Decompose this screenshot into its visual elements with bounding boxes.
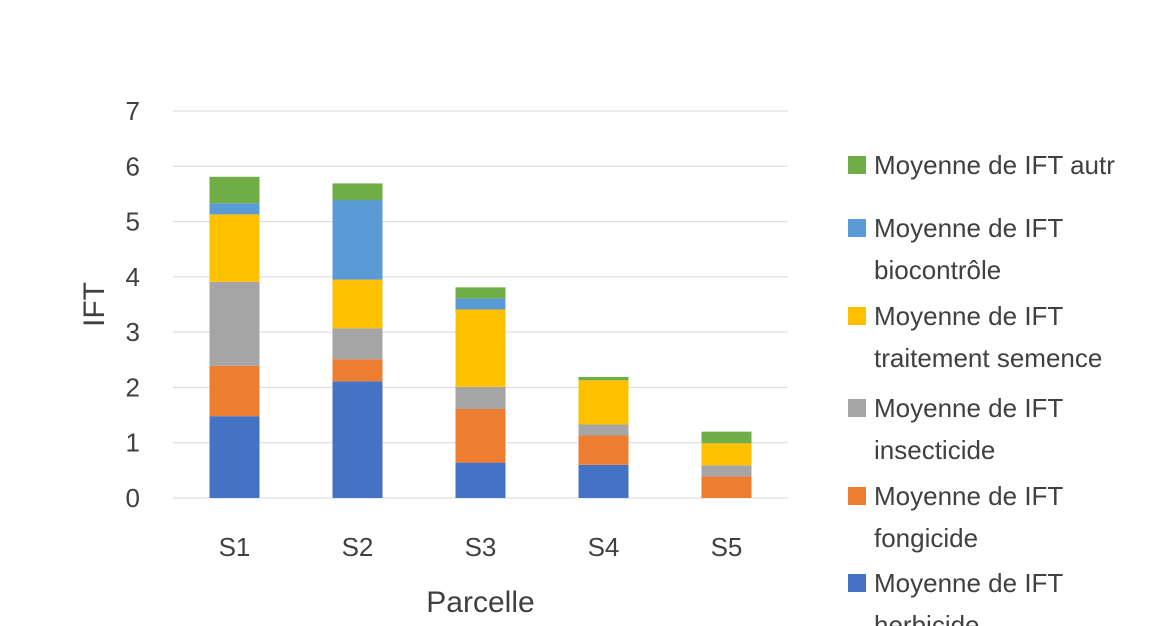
bar-segment-S3-series-0 [455, 462, 506, 498]
bar-segment-S4-series-3 [578, 380, 629, 425]
x-tick-label: S4 [588, 532, 620, 562]
y-tick-label: 2 [126, 372, 140, 402]
legend-item: Moyenne de IFT traitement semence [848, 301, 1102, 373]
bar-segment-S4-series-5 [578, 376, 629, 381]
bar-segment-S4-series-0 [578, 464, 629, 498]
bar-segment-S1-series-0 [209, 416, 260, 498]
y-tick-label: 0 [126, 483, 140, 513]
bar-segment-S2-series-5 [332, 183, 383, 201]
bar-segment-S5-series-2 [701, 465, 752, 477]
bar-segment-S2-series-2 [332, 328, 383, 360]
legend-item: Moyenne de IFT fongicide [848, 481, 1063, 553]
legend-swatch [848, 487, 866, 505]
legend-label: Moyenne de IFT [874, 393, 1063, 423]
y-tick-label: 7 [126, 96, 140, 126]
bar-segment-S1-series-4 [209, 203, 260, 215]
y-tick-label: 5 [126, 207, 140, 237]
bars [209, 176, 752, 498]
legend-label: traitement semence [874, 343, 1102, 373]
legend-item: Moyenne de IFT autr [848, 150, 1115, 180]
bar-segment-S4-series-2 [578, 424, 629, 436]
x-axis-title: Parcelle [426, 586, 534, 619]
legend-item: Moyenne de IFT biocontrôle [848, 213, 1063, 285]
x-tick-label: S3 [465, 532, 497, 562]
bar-segment-S1-series-5 [209, 176, 260, 204]
legend-label: herbicide [874, 610, 980, 626]
bar-segment-S5-series-5 [701, 431, 752, 444]
bar-segment-S2-series-3 [332, 279, 383, 329]
legend-item: Moyenne de IFT herbicide [848, 568, 1063, 626]
legend: Moyenne de IFT autr Moyenne de IFT biocont… [848, 150, 1115, 626]
legend-swatch [848, 156, 866, 174]
legend-label: Moyenne de IFT [874, 568, 1063, 598]
bar-segment-S4-series-1 [578, 435, 629, 465]
legend-label: insecticide [874, 435, 995, 465]
legend-label: Moyenne de IFT [874, 213, 1063, 243]
legend-label: fongicide [874, 523, 978, 553]
y-axis-title: IFT [78, 282, 111, 327]
legend-label: biocontrôle [874, 255, 1001, 285]
x-tick-label: S1 [219, 532, 251, 562]
bar-segment-S5-series-3 [701, 443, 752, 466]
bar-segment-S3-series-3 [455, 309, 506, 387]
legend-label: Moyenne de IFT autr [874, 150, 1115, 180]
bar-segment-S1-series-1 [209, 365, 260, 417]
legend-swatch [848, 399, 866, 417]
y-tick-label: 1 [126, 428, 140, 458]
axes: 0 1 2 3 4 5 6 7 S1 S2 S3 S4 S5 [126, 96, 743, 562]
bar-segment-S1-series-3 [209, 214, 260, 282]
legend-label: Moyenne de IFT [874, 481, 1063, 511]
legend-swatch [848, 307, 866, 325]
bar-segment-S3-series-5 [455, 287, 506, 299]
bar-segment-S5-series-1 [701, 476, 752, 498]
y-tick-label: 4 [126, 262, 140, 292]
bar-segment-S2-series-0 [332, 381, 383, 498]
bar-segment-S1-series-2 [209, 281, 260, 366]
x-tick-label: S5 [711, 532, 743, 562]
y-tick-label: 3 [126, 317, 140, 347]
y-tick-label: 6 [126, 151, 140, 181]
bar-segment-S3-series-4 [455, 298, 506, 310]
bar-segment-S3-series-1 [455, 408, 506, 463]
bar-segment-S2-series-4 [332, 200, 383, 280]
legend-swatch [848, 219, 866, 237]
x-tick-label: S2 [342, 532, 374, 562]
legend-label: Moyenne de IFT [874, 301, 1063, 331]
bar-segment-S2-series-1 [332, 359, 383, 382]
legend-item: Moyenne de IFT insecticide [848, 393, 1063, 465]
legend-swatch [848, 574, 866, 592]
bar-segment-S3-series-2 [455, 386, 506, 409]
